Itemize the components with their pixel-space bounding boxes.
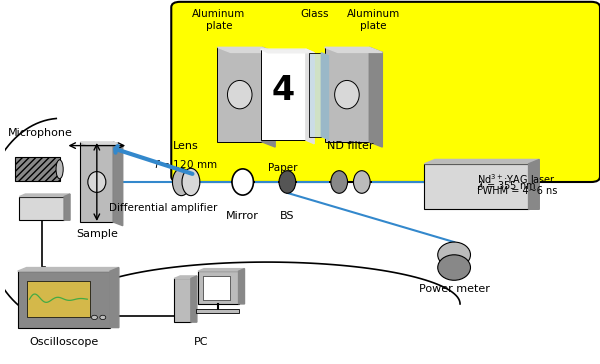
Text: ND filter: ND filter [327,141,374,151]
Bar [424,164,529,209]
Polygon shape [262,47,275,147]
Ellipse shape [56,160,63,179]
Polygon shape [217,47,275,52]
Text: Oscilloscope: Oscilloscope [29,337,99,347]
Bar [19,197,64,220]
Ellipse shape [279,171,296,193]
Ellipse shape [438,255,470,280]
Text: Aluminum
plate: Aluminum plate [192,9,245,31]
Text: Microphone: Microphone [8,128,73,138]
Text: Aluminum
plate: Aluminum plate [347,9,400,31]
Polygon shape [110,268,119,328]
Polygon shape [239,269,245,304]
Polygon shape [113,142,123,226]
Polygon shape [191,276,197,322]
Text: Nd$^{3+}$:YAG laser: Nd$^{3+}$:YAG laser [477,172,556,186]
Ellipse shape [438,242,470,268]
Text: $f$ = 120 mm: $f$ = 120 mm [154,158,218,170]
Bar [17,271,110,328]
Text: Differential amplifier: Differential amplifier [109,203,217,213]
Text: Sample: Sample [76,229,118,239]
Ellipse shape [88,171,106,193]
Text: Lens: Lens [173,141,199,151]
Bar [217,47,262,142]
Polygon shape [325,47,382,52]
Polygon shape [322,53,328,139]
Ellipse shape [331,171,347,193]
Text: 4: 4 [272,75,295,107]
Polygon shape [198,269,245,271]
Polygon shape [529,159,539,209]
Text: Power meter: Power meter [419,284,490,294]
Bar [310,53,322,136]
Ellipse shape [335,80,359,109]
Bar [203,276,230,300]
Bar [80,142,113,222]
Text: $\lambda$ = 355 nm: $\lambda$ = 355 nm [477,179,536,191]
Ellipse shape [182,168,200,196]
Polygon shape [17,268,119,271]
Bar [15,157,59,181]
Bar [325,47,369,142]
Text: Mirror: Mirror [226,211,259,221]
Polygon shape [80,142,123,146]
Polygon shape [369,47,382,147]
Bar [26,281,90,317]
FancyBboxPatch shape [171,2,600,182]
Polygon shape [424,159,539,164]
Polygon shape [260,49,314,53]
Polygon shape [64,194,70,220]
Ellipse shape [91,315,97,320]
Bar [260,49,306,140]
Bar [174,278,191,322]
Text: FWHM = 4~6 ns: FWHM = 4~6 ns [477,186,557,196]
Polygon shape [19,194,70,197]
Ellipse shape [172,168,190,196]
Ellipse shape [353,171,370,193]
Ellipse shape [100,315,106,320]
Text: BS: BS [280,211,295,221]
Ellipse shape [227,80,252,109]
Polygon shape [306,49,314,144]
Text: PC: PC [194,337,208,347]
Text: Glass: Glass [300,9,328,19]
Polygon shape [174,276,197,278]
Text: Paper: Paper [268,163,298,173]
Bar [196,309,239,313]
Ellipse shape [232,169,253,195]
Bar [198,271,239,304]
